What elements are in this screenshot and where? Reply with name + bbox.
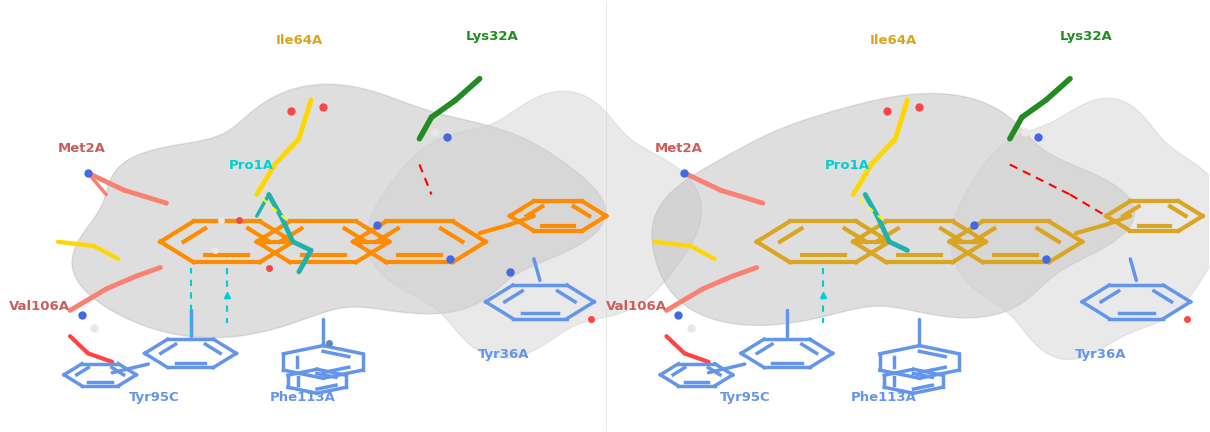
Text: Lys32A: Lys32A [466,30,518,43]
Text: Val106A: Val106A [606,300,667,314]
Polygon shape [951,98,1210,359]
Text: Met2A: Met2A [655,142,703,155]
Text: Pro1A: Pro1A [825,159,870,172]
Text: Tyr95C: Tyr95C [129,391,179,403]
Polygon shape [367,91,702,358]
Text: Tyr36A: Tyr36A [1074,348,1127,361]
Text: Phe113A: Phe113A [270,391,335,403]
Text: Lys32A: Lys32A [1059,30,1112,43]
Text: Ile64A: Ile64A [276,34,323,48]
Polygon shape [652,93,1135,325]
Text: Met2A: Met2A [58,142,106,155]
Text: Tyr36A: Tyr36A [478,348,530,361]
Text: Val106A: Val106A [10,300,70,314]
Text: Pro1A: Pro1A [229,159,273,172]
Text: Tyr95C: Tyr95C [720,391,770,403]
Text: Ile64A: Ile64A [869,34,916,48]
Polygon shape [73,84,605,338]
Text: Phe113A: Phe113A [851,391,916,403]
